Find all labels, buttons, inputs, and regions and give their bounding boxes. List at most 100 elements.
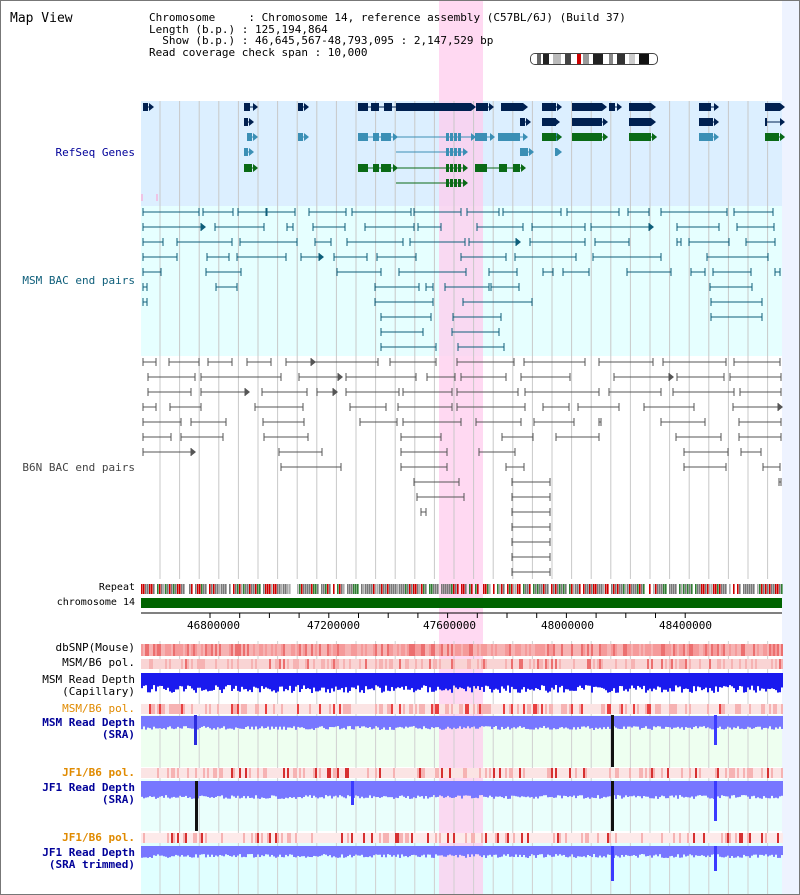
jf1-pol-cell <box>473 768 475 778</box>
jf1-pol2-cell <box>623 833 625 843</box>
msm-capillary-bar <box>701 673 703 691</box>
refseq-gene-strand <box>529 148 534 156</box>
msm-pol-label[interactable]: MSM/B6 pol. <box>62 656 135 669</box>
jf1-pol-cell <box>173 768 175 778</box>
msm-pol-cell <box>531 659 533 669</box>
dbsnp-cell <box>157 644 159 656</box>
jf1-trim-bar <box>731 846 733 857</box>
jf1-trim-bar <box>719 846 721 857</box>
jf1-sra-bar <box>651 781 653 799</box>
jf1-trim-bar <box>663 846 665 858</box>
msm-capillary-bar <box>673 673 675 692</box>
repeat-mark <box>461 584 463 594</box>
msm-capillary-bar <box>351 673 353 688</box>
ideogram-band <box>629 54 635 64</box>
msm-pol-cell <box>163 659 165 669</box>
msm-sra-label[interactable]: MSM Read Depth (SRA) <box>5 717 135 741</box>
jf1-trim-bar <box>279 846 281 855</box>
dbsnp-cell <box>625 644 627 656</box>
refseq-gene-strand <box>393 164 398 172</box>
msm-pol2-cell <box>773 704 775 714</box>
jf1-trim-bar <box>527 846 529 858</box>
repeat-mark <box>663 584 665 594</box>
jf1-pol-cell <box>499 768 501 778</box>
msm-pol2-cell <box>687 704 689 714</box>
msm-pol2-cell <box>499 704 501 714</box>
msm-pol2-cell <box>629 704 631 714</box>
jf1-pol2-label[interactable]: JF1/B6 pol. <box>62 831 135 844</box>
dbsnp-cell <box>385 644 387 656</box>
b6n-bac-label[interactable]: B6N BAC end pairs <box>22 461 135 474</box>
dbsnp-cell <box>747 644 749 656</box>
axis-tick-label: 47600000 <box>423 619 476 632</box>
jf1-pol2-cell <box>633 833 635 843</box>
msm-pol2-cell <box>635 704 637 714</box>
msm-sra-bar <box>197 716 199 730</box>
jf1-pol2-cell <box>169 833 171 843</box>
jf1-sra-bar <box>567 781 569 798</box>
msm-capillary-bar <box>591 673 593 693</box>
repeat-mark <box>593 584 595 594</box>
jf1-trim-bar <box>637 846 639 858</box>
msm-pol2-label[interactable]: MSM/B6 pol. <box>62 702 135 715</box>
refseq-label[interactable]: RefSeq Genes <box>55 146 135 159</box>
jf1-pol2-cell <box>697 833 699 843</box>
jf1-pol2-cell <box>253 833 255 843</box>
jf1-pol-cell <box>735 768 737 778</box>
dbsnp-cell <box>767 644 769 656</box>
jf1-pol2-cell <box>683 833 685 843</box>
jf1-pol-cell <box>165 768 167 778</box>
msm-pol2-cell <box>271 704 273 714</box>
msm-sra-bar <box>763 716 765 728</box>
msm-sra-bar <box>569 716 571 730</box>
dbsnp-label[interactable]: dbSNP(Mouse) <box>55 641 135 654</box>
jf1-trim-label[interactable]: JF1 Read Depth (SRA trimmed) <box>5 847 135 871</box>
msm-sra-bar <box>167 716 169 728</box>
msm-pol-cell <box>483 659 485 669</box>
msm-capillary-bar <box>323 673 325 688</box>
msm-bac-label[interactable]: MSM BAC end pairs <box>22 274 135 287</box>
refseq-gene-exon <box>513 164 520 172</box>
jf1-pol-cell <box>371 768 373 778</box>
jf1-pol2-cell <box>757 833 759 843</box>
chromosome-ideogram[interactable] <box>530 53 658 65</box>
msm-sra-bar <box>515 716 517 729</box>
msm-pol-cell <box>575 659 577 669</box>
msm-sra-bar <box>187 716 189 729</box>
msm-pol2-cell <box>605 704 607 714</box>
msm-pol2-cell <box>541 704 543 714</box>
msm-pol-cell <box>307 659 309 669</box>
jf1-pol-cell <box>477 768 479 778</box>
dbsnp-cell <box>473 644 475 656</box>
jf1-sra-label[interactable]: JF1 Read Depth (SRA) <box>5 782 135 806</box>
jf1-trim-bar <box>471 846 473 855</box>
jf1-pol-label[interactable]: JF1/B6 pol. <box>62 766 135 779</box>
msm-sra-bar <box>575 716 577 730</box>
jf1-pol-cell <box>631 768 633 778</box>
msm-pol2-cell <box>447 704 449 714</box>
dbsnp-cell <box>653 644 655 656</box>
msm-capillary-bar <box>667 673 669 692</box>
jf1-trim-bar <box>627 846 629 856</box>
dbsnp-cell <box>543 644 545 656</box>
jf1-pol-cell <box>715 768 717 778</box>
msm-capillary-label[interactable]: MSM Read Depth (Capillary) <box>5 674 135 698</box>
msm-capillary-bar <box>417 673 419 690</box>
jf1-pol2-cell <box>705 833 707 843</box>
msm-sra-bar <box>447 716 449 727</box>
msm-pol2-cell <box>361 704 363 714</box>
msm-sra-bar <box>517 716 519 728</box>
msm-capillary-bar <box>459 673 461 688</box>
msm-capillary-bar <box>251 673 253 693</box>
jf1-trim-bar <box>291 846 293 855</box>
msm-sra-bar <box>203 716 205 727</box>
msm-capillary-bar <box>383 673 385 692</box>
jf1-pol-cell <box>193 768 195 778</box>
repeat-mark <box>577 584 579 594</box>
dbsnp-cell <box>749 644 751 656</box>
msm-pol2-cell <box>515 704 517 714</box>
jf1-sra-bar <box>523 781 525 797</box>
refseq-gene-strand <box>557 148 562 156</box>
jf1-trim-bar <box>173 846 175 857</box>
